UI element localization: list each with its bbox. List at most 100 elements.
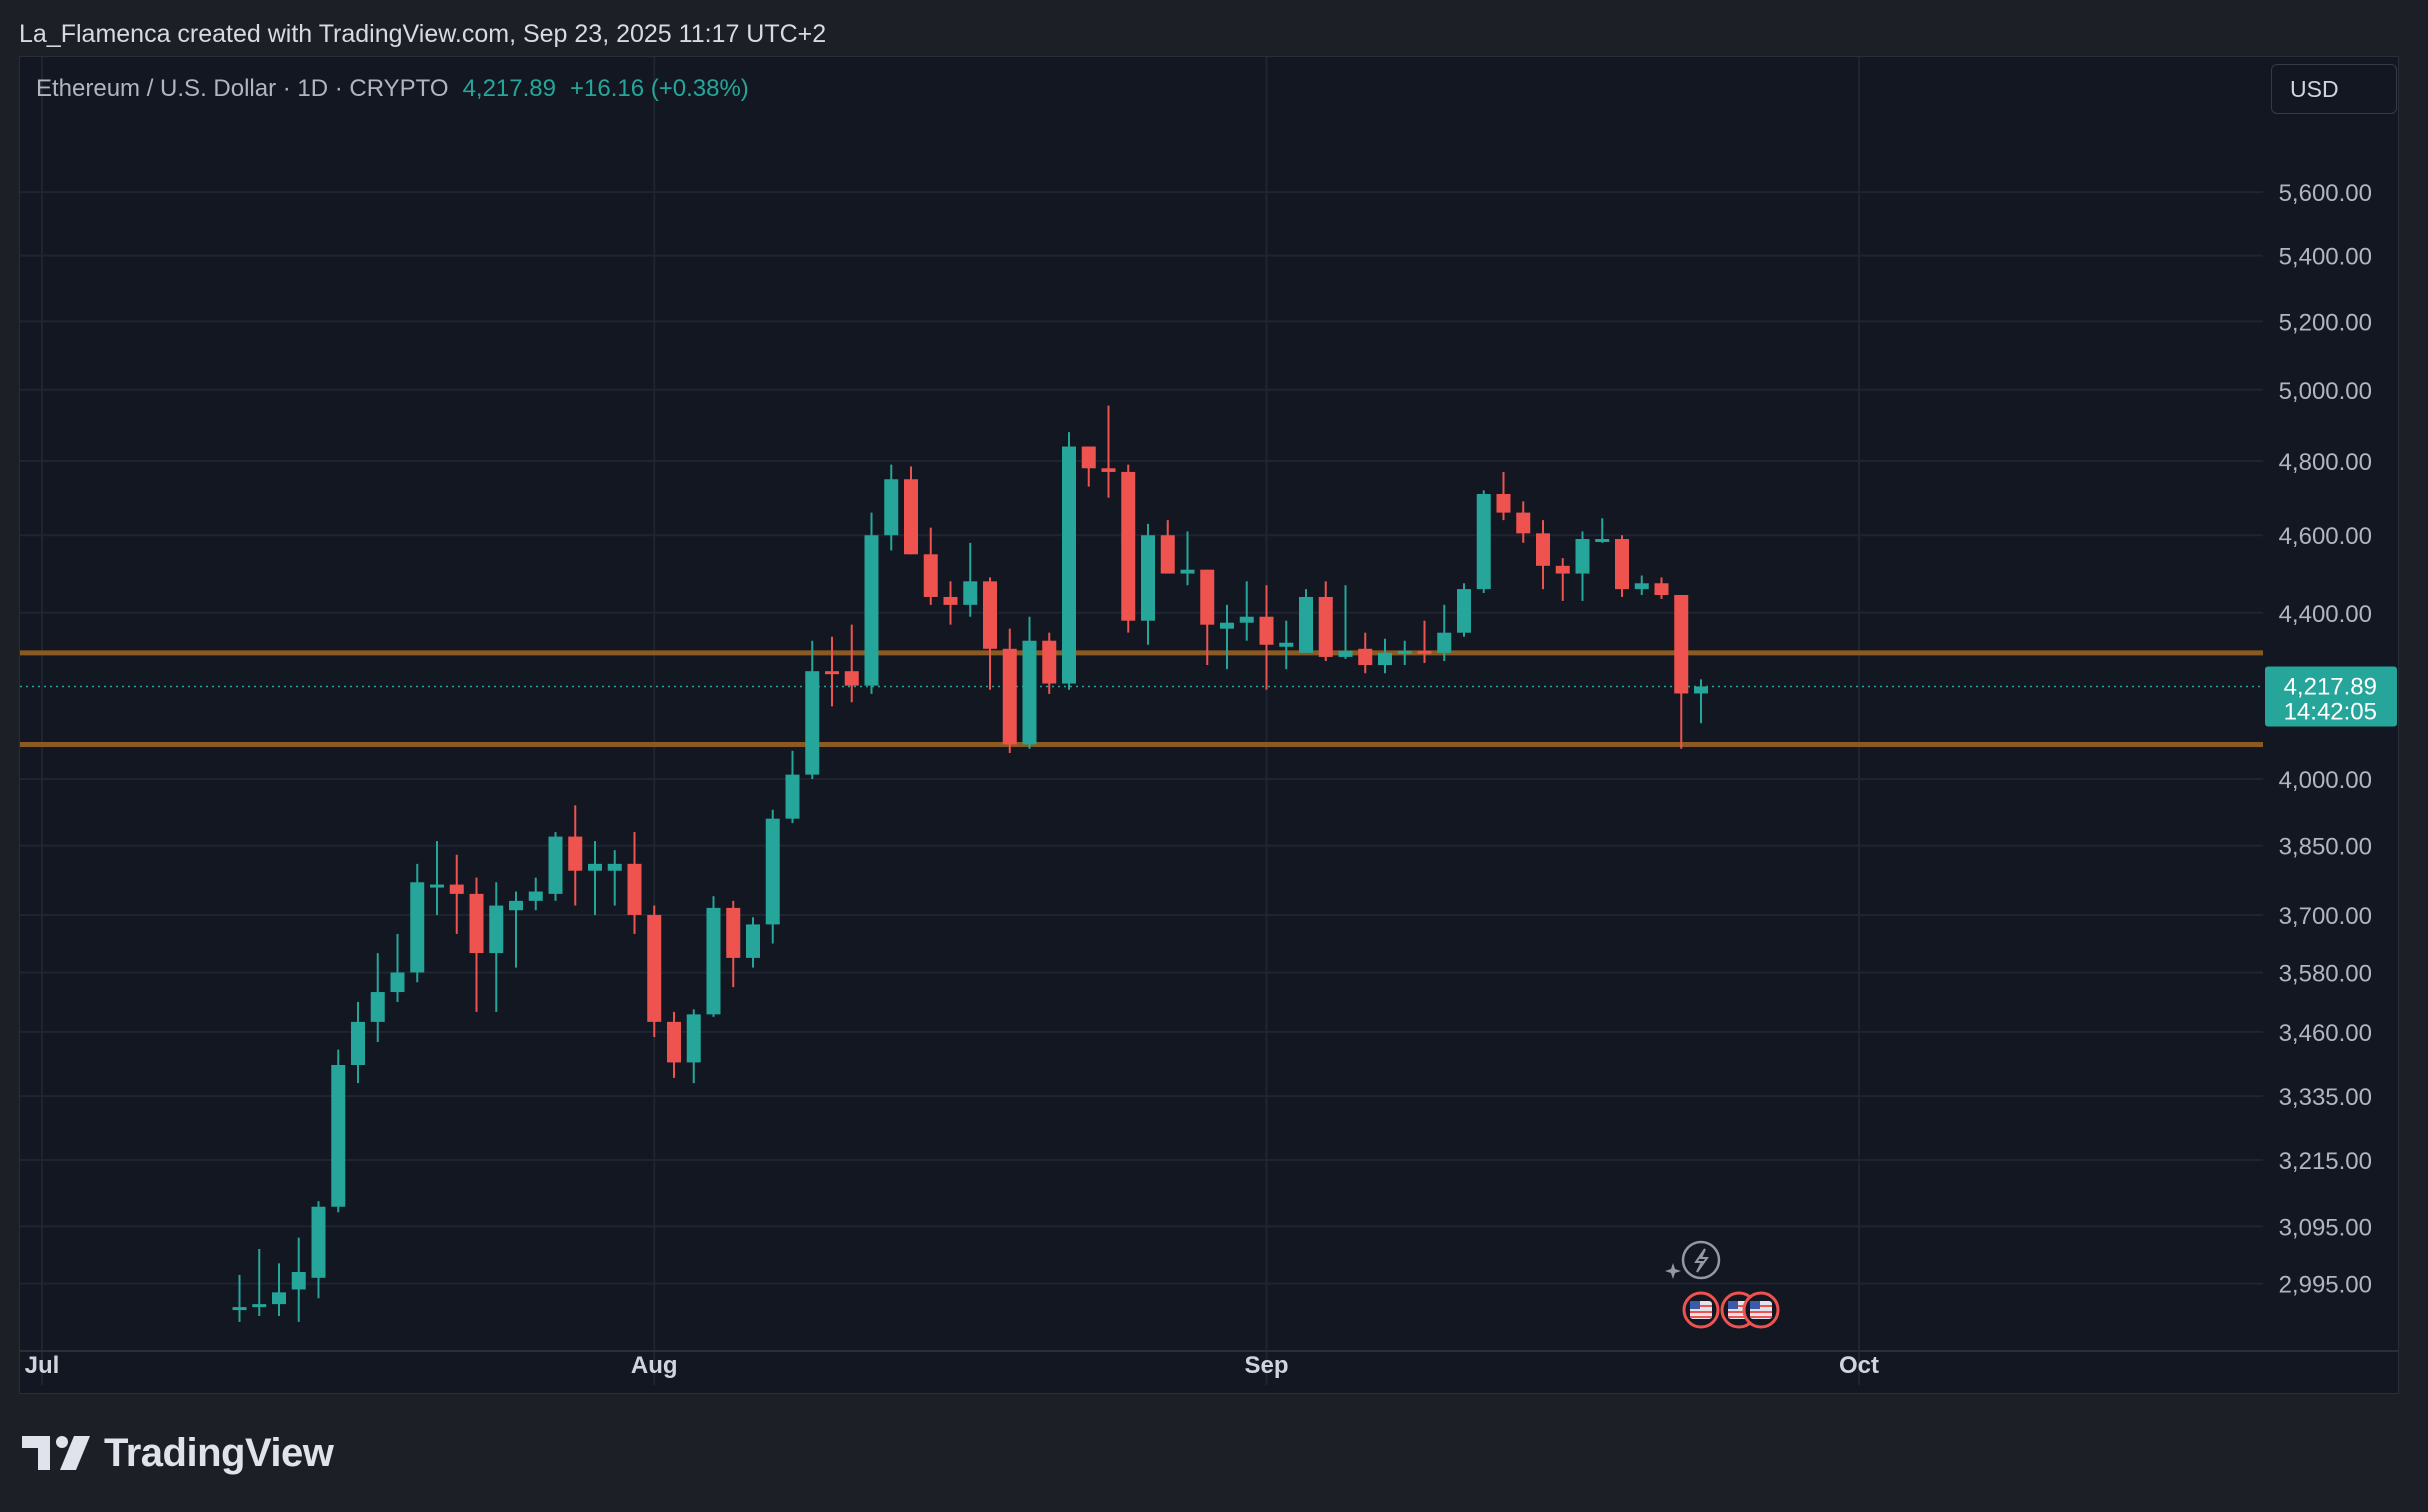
legend-last-price: 4,217.89 (462, 75, 556, 102)
candle[interactable] (1101, 405, 1116, 498)
candle[interactable] (1674, 595, 1689, 749)
candle[interactable] (1022, 616, 1037, 749)
candle[interactable] (1002, 628, 1017, 754)
candle[interactable] (1338, 585, 1353, 659)
candle[interactable] (568, 805, 583, 906)
x-axis-tick-label: Sep (1244, 1352, 1288, 1379)
candle-body (390, 972, 405, 993)
candle[interactable] (1417, 620, 1432, 664)
candle[interactable] (1259, 585, 1274, 690)
candle[interactable] (1634, 575, 1649, 596)
lightning-event-icon[interactable] (1681, 1240, 1721, 1280)
candle[interactable] (1615, 535, 1629, 597)
candle[interactable] (943, 581, 958, 625)
candle[interactable] (1299, 589, 1313, 653)
x-axis-tick-label: Jul (25, 1352, 60, 1379)
candle[interactable] (1397, 640, 1412, 666)
candle[interactable] (1279, 620, 1294, 670)
candle[interactable] (1595, 518, 1610, 543)
candle[interactable] (1081, 446, 1096, 487)
candle[interactable] (311, 1201, 326, 1299)
candle[interactable] (1575, 531, 1590, 601)
candle-body (1062, 446, 1076, 684)
candle[interactable] (1220, 604, 1234, 670)
candle-body (1634, 583, 1649, 590)
candle[interactable] (667, 1011, 681, 1078)
candle[interactable] (528, 877, 543, 911)
candle[interactable] (252, 1249, 267, 1316)
candle-body (805, 671, 820, 775)
candle-body (252, 1304, 267, 1308)
candle[interactable] (765, 809, 780, 944)
candle[interactable] (627, 832, 642, 934)
candle[interactable] (1160, 520, 1175, 574)
candle-body (923, 554, 938, 597)
candle[interactable] (1239, 581, 1254, 641)
candle[interactable] (410, 863, 425, 983)
candle[interactable] (884, 464, 899, 551)
candle[interactable] (1200, 569, 1215, 666)
candle[interactable] (1516, 501, 1531, 543)
candle[interactable] (904, 466, 918, 555)
candle[interactable] (864, 512, 879, 694)
candle[interactable] (825, 636, 839, 707)
candle[interactable] (272, 1263, 286, 1316)
y-axis-tick-label: 5,400.00 (2279, 244, 2372, 271)
chart-pane[interactable]: 5,600.00 5,400.00 5,200.00 5,000.00 4,800.00… (19, 56, 2399, 1394)
candle[interactable] (1437, 604, 1452, 661)
candle[interactable] (291, 1237, 306, 1322)
candle[interactable] (1378, 638, 1392, 674)
candle-body (785, 774, 800, 819)
candle[interactable] (469, 877, 484, 1012)
candle[interactable] (1042, 632, 1057, 694)
candle[interactable] (548, 832, 563, 901)
candle[interactable] (963, 542, 978, 617)
candle[interactable] (430, 841, 444, 915)
tradingview-logo[interactable]: TradingView (22, 1427, 334, 1479)
candle[interactable] (1694, 679, 1708, 724)
candle-body (1121, 471, 1136, 621)
tradingview-wordmark: TradingView (104, 1430, 334, 1475)
us-flag-canton (1750, 1301, 1760, 1309)
symbol-description[interactable]: Ethereum / U.S. Dollar · 1D · CRYPTO (36, 75, 449, 102)
y-axis-tick-label: 4,400.00 (2279, 601, 2372, 628)
candle-body (331, 1064, 346, 1207)
candle[interactable] (1555, 558, 1570, 601)
candle-body (410, 882, 425, 973)
y-axis-tick-label: 2,995.00 (2279, 1272, 2372, 1299)
candle[interactable] (923, 527, 938, 605)
candle[interactable] (1121, 464, 1136, 633)
candle[interactable] (1496, 471, 1511, 521)
candle[interactable] (647, 905, 662, 1037)
candle[interactable] (983, 577, 997, 690)
candle[interactable] (844, 624, 859, 703)
candle[interactable] (449, 854, 464, 934)
candle[interactable] (1536, 520, 1550, 590)
candle[interactable] (686, 1009, 701, 1084)
candle[interactable] (1476, 490, 1491, 594)
candle[interactable] (726, 900, 741, 988)
candle[interactable] (588, 841, 602, 915)
candle[interactable] (607, 850, 622, 906)
candle[interactable] (1654, 577, 1669, 599)
candle[interactable] (1180, 531, 1195, 586)
candle[interactable] (1141, 523, 1155, 645)
candle[interactable] (509, 891, 523, 968)
candle[interactable] (1318, 581, 1333, 661)
candle[interactable] (489, 882, 504, 1012)
candle[interactable] (1062, 432, 1076, 690)
candle[interactable] (1358, 632, 1373, 674)
candle[interactable] (805, 640, 820, 779)
candle[interactable] (351, 1001, 365, 1084)
candle[interactable] (785, 750, 800, 824)
candle[interactable] (1457, 583, 1471, 637)
candle[interactable] (746, 917, 760, 968)
candle-body (291, 1272, 306, 1290)
currency-selector[interactable]: USD (2271, 64, 2397, 114)
candle[interactable] (706, 896, 721, 1017)
candle[interactable] (370, 953, 385, 1043)
candle[interactable] (331, 1049, 346, 1213)
candle[interactable] (232, 1274, 247, 1322)
candle[interactable] (390, 933, 405, 1002)
price-chart[interactable]: 5,600.00 5,400.00 5,200.00 5,000.00 4,800.00… (20, 57, 2398, 1393)
